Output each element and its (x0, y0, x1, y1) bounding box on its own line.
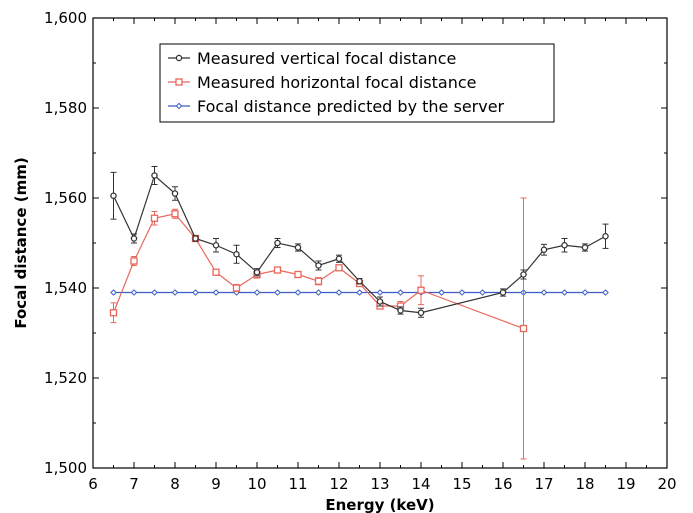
data-point (110, 289, 117, 296)
data-point (130, 257, 138, 265)
x-tick-label: 9 (211, 475, 221, 493)
y-tick-label: 1,540 (44, 279, 87, 297)
data-point (335, 255, 343, 262)
data-point (212, 289, 220, 296)
data-point (294, 270, 302, 279)
legend-marker (175, 78, 183, 86)
data-point (192, 235, 199, 242)
x-tick-label: 16 (493, 475, 512, 493)
data-point (602, 232, 609, 240)
data-point (581, 289, 589, 296)
legend-marker (175, 54, 183, 62)
x-tick-label: 8 (170, 475, 180, 493)
data-point (110, 192, 117, 199)
x-tick-label: 6 (88, 475, 98, 493)
data-point (356, 289, 363, 296)
x-tick-label: 19 (616, 475, 635, 493)
data-point (335, 264, 343, 272)
data-point (335, 289, 343, 296)
data-point (417, 309, 425, 316)
data-point (519, 324, 528, 333)
legend-label: Focal distance predicted by the server (197, 97, 505, 116)
data-point (314, 277, 323, 285)
data-point (438, 289, 445, 296)
data-point (417, 286, 425, 294)
x-tick-label: 13 (370, 475, 389, 493)
data-point (212, 268, 220, 276)
data-point (171, 289, 179, 296)
legend-marker (175, 102, 183, 110)
data-point (561, 241, 568, 249)
legend: Measured vertical focal distance Measured… (159, 43, 555, 123)
data-point (109, 309, 118, 317)
data-point (171, 190, 179, 197)
series-line (112, 174, 606, 314)
data-point (253, 289, 261, 296)
y-tick-label: 1,600 (44, 9, 87, 27)
data-point (397, 289, 404, 296)
data-point (520, 271, 527, 278)
x-tick-label: 17 (534, 475, 553, 493)
data-point (212, 241, 220, 249)
data-point (294, 244, 302, 251)
series-2 (110, 289, 609, 296)
y-tick-label: 1,500 (44, 459, 87, 477)
data-point (315, 262, 322, 269)
series-0 (110, 166, 609, 318)
data-point (602, 289, 609, 296)
y-axis-title: Focal distance (mm) (12, 157, 30, 328)
data-point (561, 289, 568, 296)
data-point (376, 298, 384, 305)
data-point (294, 289, 302, 296)
x-axis-title: Energy (keV) (325, 496, 434, 513)
series-line (112, 213, 524, 330)
data-point (499, 289, 507, 296)
x-tick-label: 20 (657, 475, 676, 493)
data-point (151, 172, 158, 179)
legend-label: Measured horizontal focal distance (197, 73, 476, 92)
data-point (274, 289, 281, 296)
data-point (479, 289, 486, 296)
data-point (540, 289, 548, 296)
axis-ticks: 6 7 8 9 10 11 12 13 14 15 16 17 18 19 20 1,500 1,520 1,54… (44, 9, 677, 493)
data-point (232, 284, 241, 292)
legend-box (159, 43, 555, 123)
series-1 (109, 197, 528, 460)
data-point (130, 289, 138, 296)
y-tick-label: 1,560 (44, 189, 87, 207)
data-point (273, 266, 282, 274)
data-point (274, 239, 281, 247)
data-point (581, 244, 589, 251)
data-point (130, 235, 138, 242)
data-point (171, 210, 179, 218)
data-point (458, 289, 466, 296)
x-tick-label: 15 (452, 475, 471, 493)
y-tick-label: 1,520 (44, 369, 87, 387)
data-point (315, 289, 322, 296)
data-point (233, 250, 240, 258)
data-point (192, 289, 199, 296)
data-point (151, 289, 158, 296)
x-tick-label: 11 (288, 475, 307, 493)
data-point (150, 214, 159, 222)
data-point (253, 268, 261, 276)
y-tick-label: 1,580 (44, 99, 87, 117)
x-tick-label: 10 (247, 475, 266, 493)
data-point (356, 277, 363, 285)
x-tick-label: 14 (411, 475, 430, 493)
series-layer (109, 166, 609, 460)
legend-label: Measured vertical focal distance (197, 49, 456, 68)
x-tick-label: 12 (329, 475, 348, 493)
data-point (376, 289, 384, 296)
data-point (540, 246, 548, 253)
x-tick-label: 18 (575, 475, 594, 493)
data-point (397, 307, 404, 314)
x-tick-label: 7 (129, 475, 139, 493)
